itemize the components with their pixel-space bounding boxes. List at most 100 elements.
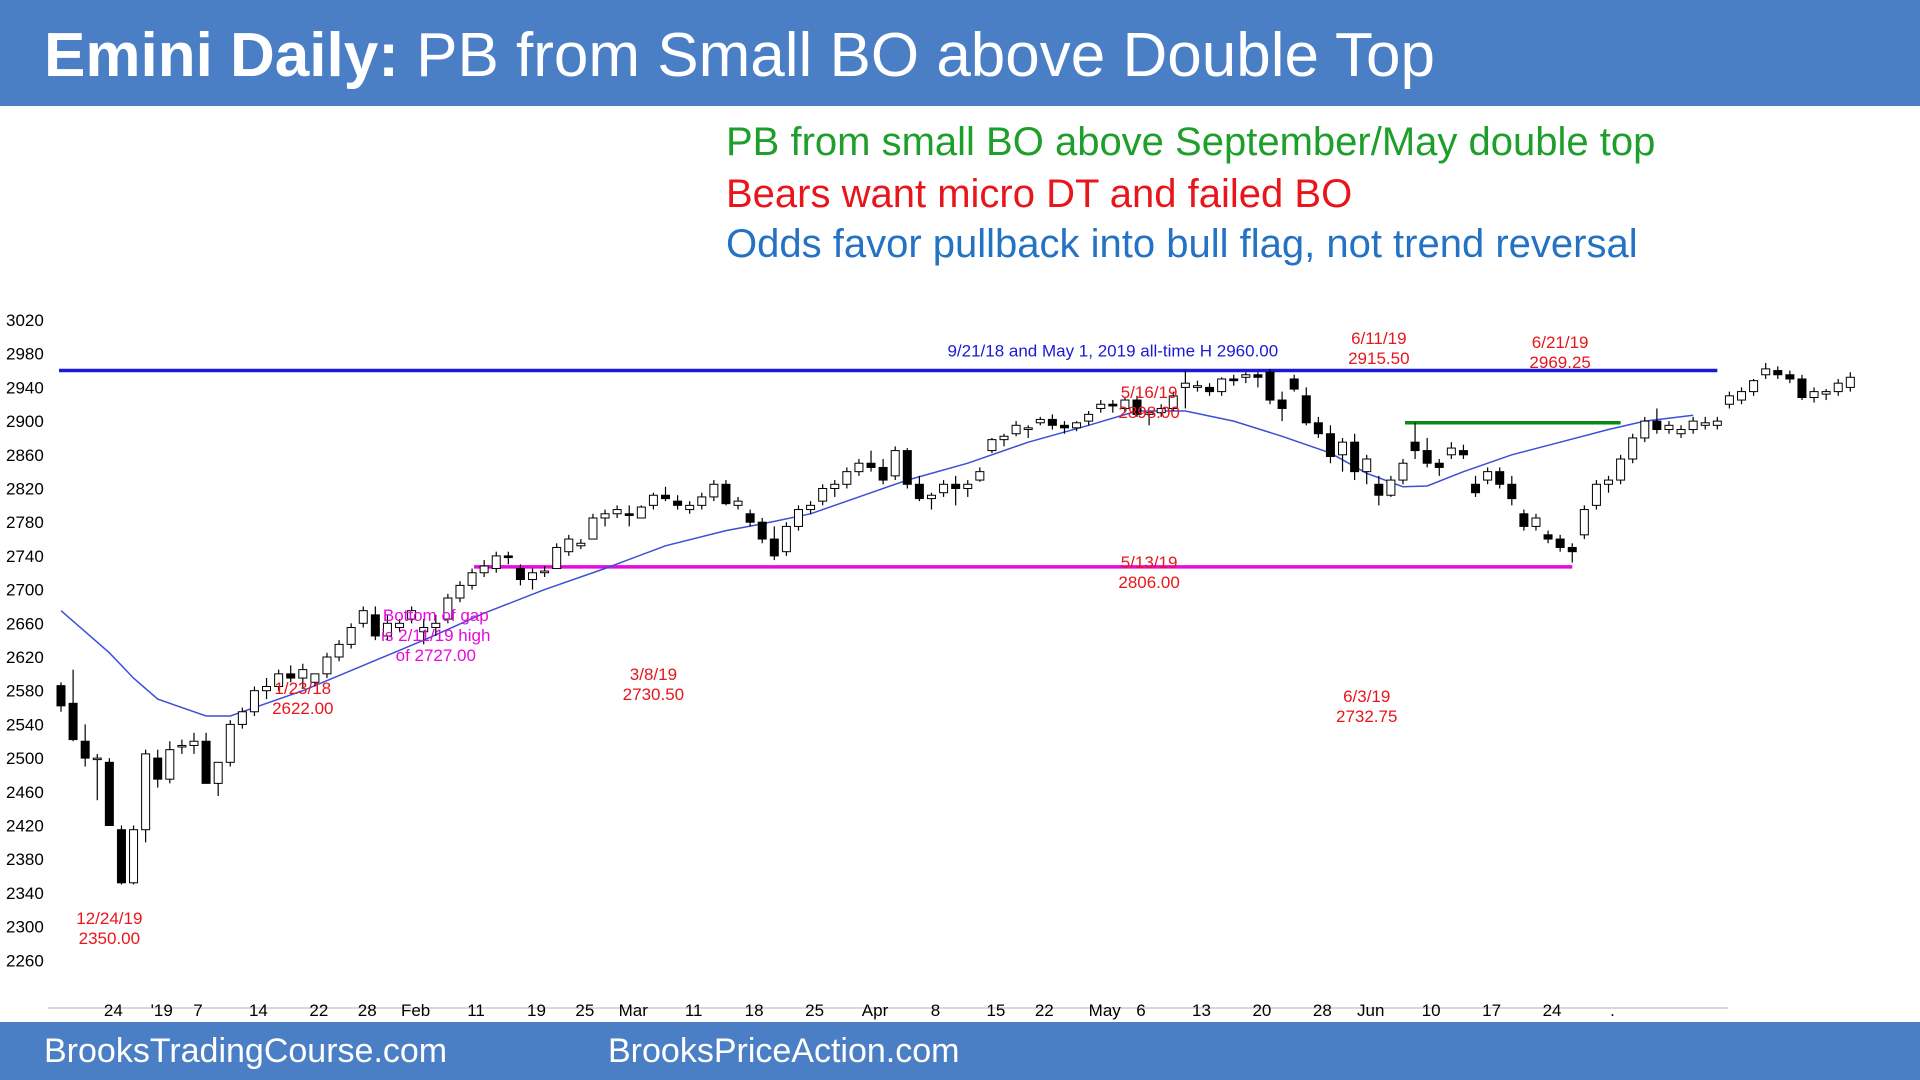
candle-body — [528, 572, 538, 580]
candle-body — [80, 740, 90, 759]
y-tick-label: 2900 — [6, 412, 44, 431]
x-tick-label: 14 — [249, 1001, 268, 1020]
candle-body — [1192, 385, 1202, 388]
price-annotation: of 2727.00 — [396, 646, 476, 665]
candle-body — [177, 744, 187, 748]
candle-body — [515, 568, 525, 580]
candle-body — [165, 749, 175, 780]
candle-body — [1664, 424, 1674, 431]
candle-body — [721, 483, 731, 505]
candle-body — [1338, 441, 1348, 456]
candle-body — [455, 584, 465, 599]
candle-body — [1108, 403, 1118, 407]
candle-body — [866, 462, 876, 468]
y-tick-label: 2380 — [6, 850, 44, 869]
x-tick-label: 22 — [309, 1001, 328, 1020]
candle-body — [141, 753, 151, 831]
candle-body — [1749, 380, 1759, 393]
candle-body — [1374, 483, 1384, 496]
candle-body — [540, 570, 550, 574]
candle-body — [1168, 395, 1178, 409]
candle-body — [431, 622, 441, 629]
candle-body — [1253, 374, 1263, 378]
candle-body — [1180, 382, 1190, 388]
candle-body — [1773, 370, 1783, 376]
candle-body — [1350, 441, 1360, 473]
candle-body — [1362, 458, 1372, 473]
footer-link-trading-course[interactable]: BrooksTradingCourse.com — [44, 1032, 448, 1070]
title-banner: Emini Daily: PB from Small BO above Doub… — [0, 0, 1920, 106]
price-annotation: 12/24/19 — [76, 909, 142, 928]
moving-average-line — [60, 410, 1694, 717]
candle-body — [1410, 441, 1420, 452]
page-title: Emini Daily: PB from Small BO above Doub… — [44, 18, 1435, 94]
candle-body — [274, 673, 284, 687]
candle-body — [963, 483, 973, 490]
candle-body — [1797, 378, 1807, 399]
candle-body — [1023, 427, 1033, 431]
footer-link-price-action[interactable]: BrooksPriceAction.com — [608, 1032, 960, 1070]
x-tick-label: Feb — [401, 1001, 430, 1020]
candle-body — [588, 517, 598, 540]
candle-body — [1471, 483, 1481, 494]
x-tick-label: 25 — [805, 1001, 824, 1020]
candle-body — [564, 538, 574, 553]
price-annotation: is 2/11/19 high — [381, 626, 490, 645]
price-annotation: 2915.50 — [1348, 349, 1409, 368]
y-tick-label: 2300 — [6, 918, 44, 937]
price-annotation: 2730.50 — [623, 685, 684, 704]
candle-body — [382, 622, 392, 637]
price-annotation: 2806.00 — [1118, 573, 1179, 592]
candle-body — [999, 435, 1009, 441]
candle-body — [1531, 517, 1541, 527]
candle-body — [334, 643, 344, 658]
y-tick-label: 2580 — [6, 682, 44, 701]
candle-body — [1205, 386, 1215, 393]
candle-body — [612, 509, 622, 515]
candle-body — [781, 525, 791, 553]
price-annotation: 2732.75 — [1336, 707, 1397, 726]
candle-body — [1096, 403, 1106, 409]
candle-body — [1688, 420, 1698, 431]
candle-body — [914, 483, 924, 500]
candle-body — [624, 513, 634, 516]
y-tick-label: 2700 — [6, 581, 44, 600]
candle-body — [818, 488, 828, 502]
candle-body — [1616, 458, 1626, 481]
candle-body — [249, 690, 259, 713]
price-annotation: 6/11/19 — [1351, 329, 1406, 348]
title-bold: Emini Daily: — [44, 21, 399, 90]
candle-body — [842, 471, 852, 485]
candle-body — [1217, 378, 1227, 393]
all-time-high-label: 9/21/18 and May 1, 2019 all-time H 2960.… — [947, 342, 1278, 361]
candle-body — [1301, 395, 1311, 424]
price-annotation: 5/16/19 — [1121, 383, 1178, 402]
candle-body — [1265, 371, 1275, 401]
candle-body — [92, 757, 102, 761]
candle-body — [346, 627, 356, 645]
footer-banner: BrooksTradingCourse.com BrooksPriceActio… — [0, 1022, 1920, 1080]
x-tick-label: 11 — [467, 1001, 485, 1020]
candle-body — [1325, 433, 1335, 457]
x-tick-label: 24 — [104, 1001, 123, 1020]
candle-body — [854, 462, 864, 473]
y-tick-label: 2780 — [6, 513, 44, 532]
y-tick-label: 3020 — [6, 311, 44, 330]
candle-body — [1640, 420, 1650, 439]
candle-body — [1434, 462, 1444, 468]
price-annotation: 2898.00 — [1118, 403, 1179, 422]
candle-body — [1156, 407, 1166, 414]
candle-body — [939, 483, 949, 494]
price-annotation: 2622.00 — [272, 699, 333, 718]
candle-body — [987, 439, 997, 452]
candle-body — [769, 538, 779, 557]
candle-body — [407, 610, 417, 620]
candle-body — [262, 685, 272, 692]
candle-body — [370, 614, 380, 637]
y-tick-label: 2860 — [6, 446, 44, 465]
candle-body — [286, 673, 296, 679]
candle-body — [1579, 509, 1589, 536]
candle-body — [1495, 471, 1505, 485]
candle-body — [733, 500, 743, 506]
candle-body — [1761, 368, 1771, 376]
